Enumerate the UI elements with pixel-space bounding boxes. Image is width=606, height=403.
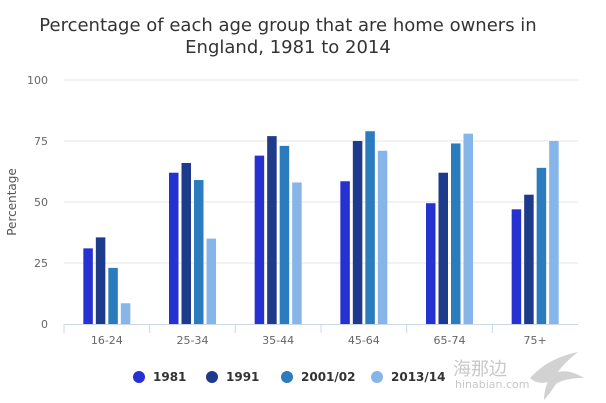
watermark: 海那边 hinabian.com (453, 352, 584, 400)
y-tick-label: 25 (34, 257, 48, 270)
legend-marker-icon (133, 371, 145, 383)
bar-2013-14-25-34 (206, 238, 216, 324)
bar-1991-45-64 (352, 141, 363, 324)
legend-marker-icon (206, 371, 218, 383)
legend-item-2001-02[interactable]: 2001/02 (281, 370, 355, 384)
x-axis-ticks: 16-24 25-34 35-44 45-64 65-74 75+ (63, 324, 547, 347)
legend-label: 2013/14 (391, 370, 445, 384)
bar-1991-16-24 (95, 237, 106, 324)
x-tick-label: 65-74 (434, 334, 466, 347)
bar-1981-75+ (511, 209, 522, 324)
x-tick-label: 16-24 (91, 334, 123, 347)
x-tick-label: 45-64 (348, 334, 380, 347)
bar-2013-14-35-44 (292, 182, 302, 324)
legend-label: 1991 (226, 370, 259, 384)
bar-2001-02-65-74 (451, 143, 461, 324)
bar-2013-14-75+ (549, 141, 559, 324)
bar-1981-65-74 (426, 203, 436, 324)
bar-2001-02-16-24 (108, 267, 118, 324)
bar-1991-65-74 (438, 172, 448, 324)
legend-marker-icon (281, 371, 293, 383)
x-tick-label: 25-34 (177, 334, 209, 347)
watermark-text: 海那边 (453, 359, 507, 380)
legend-marker-icon (371, 371, 383, 383)
bar-2001-02-45-64 (365, 131, 375, 324)
bar-1981-16-24 (83, 248, 93, 324)
y-tick-label: 50 (34, 196, 48, 209)
bar-1991-25-34 (181, 162, 191, 324)
bar-2001-02-35-44 (279, 145, 290, 324)
y-tick-label: 100 (27, 74, 48, 87)
bar-2013-14-65-74 (463, 133, 473, 324)
bar-2001-02-75+ (536, 167, 547, 324)
bar-2013-14-16-24 (120, 303, 131, 324)
legend-label: 2001/02 (301, 370, 355, 384)
legend: 1981 1991 2001/02 2013/14 (133, 370, 445, 384)
y-axis-label: Percentage (5, 168, 19, 236)
watermark-subtext: hinabian.com (455, 378, 529, 391)
y-tick-label: 75 (34, 135, 48, 148)
y-tick-label: 0 (41, 318, 48, 331)
chart-title-line1: Percentage of each age group that are ho… (39, 15, 536, 36)
gridlines (64, 79, 578, 264)
legend-item-1981[interactable]: 1981 (133, 370, 186, 384)
bird-logo-icon (530, 352, 584, 400)
legend-label: 1981 (153, 370, 186, 384)
bar-1991-35-44 (267, 136, 277, 324)
bars (83, 131, 559, 324)
bar-2001-02-25-34 (194, 180, 204, 324)
y-axis-ticks: 0 25 50 75 100 (27, 74, 48, 331)
bar-2013-14-45-64 (377, 150, 388, 324)
bar-1981-25-34 (169, 172, 179, 324)
bar-1981-35-44 (254, 155, 265, 324)
legend-item-1991[interactable]: 1991 (206, 370, 259, 384)
x-tick-label: 75+ (524, 334, 547, 347)
bar-1981-45-64 (340, 181, 350, 324)
bar-1991-75+ (524, 194, 534, 324)
chart-title-line2: England, 1981 to 2014 (185, 37, 391, 58)
x-tick-label: 35-44 (262, 334, 294, 347)
legend-item-2013-14[interactable]: 2013/14 (371, 370, 445, 384)
